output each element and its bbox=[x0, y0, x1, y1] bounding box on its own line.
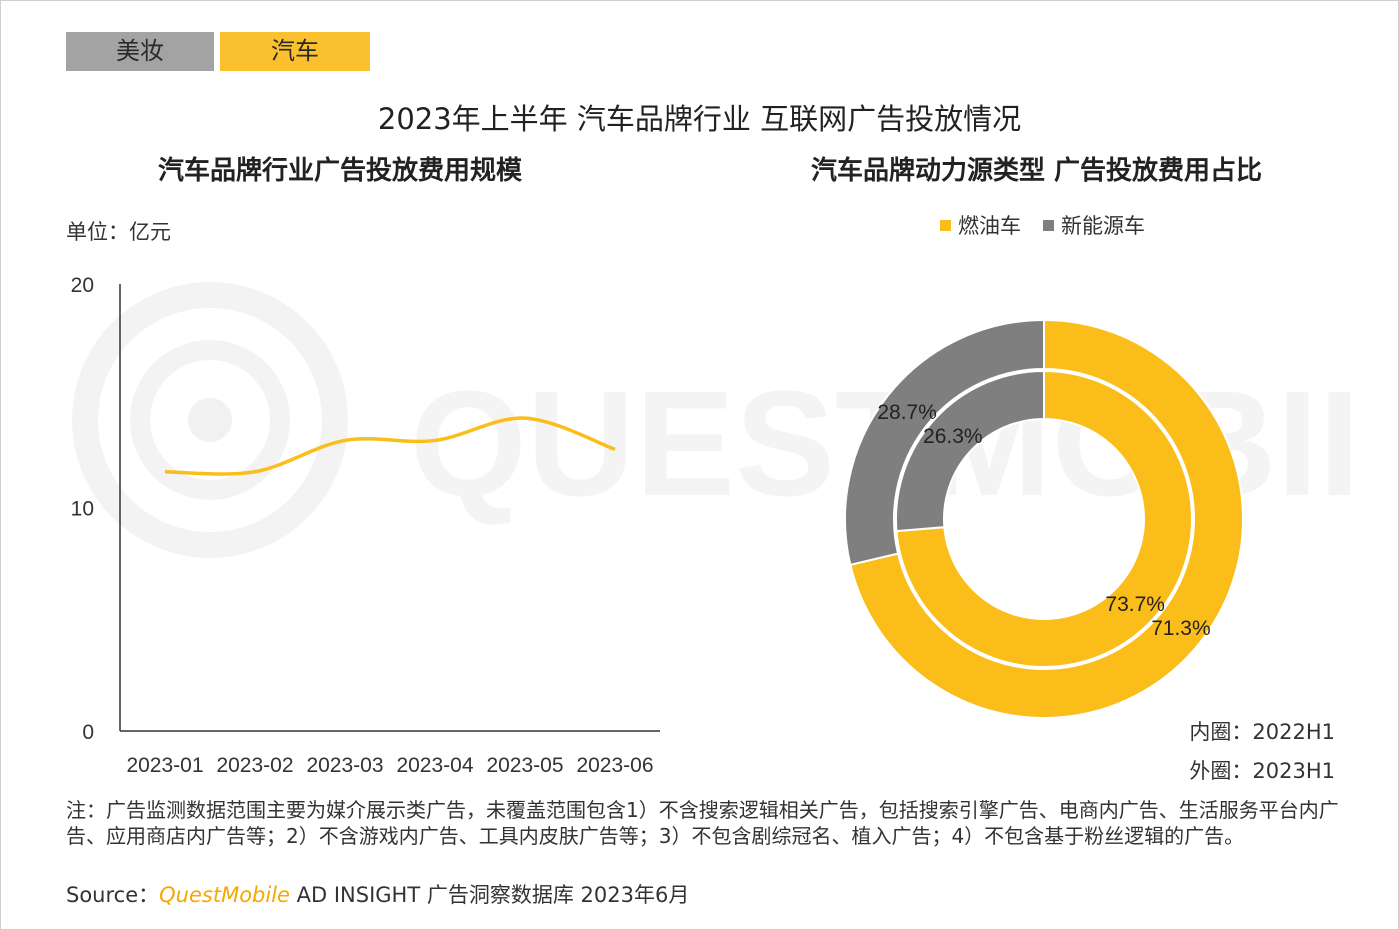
tab-auto[interactable]: 汽车 bbox=[220, 32, 370, 71]
source-line: Source：QuestMobile AD INSIGHT 广告洞察数据库 20… bbox=[66, 879, 689, 909]
y-axis-unit-label: 单位：亿元 bbox=[66, 220, 171, 244]
line-chart-title: 汽车品牌行业广告投放费用规模 bbox=[158, 156, 523, 186]
inner-ring-slice-nev bbox=[895, 369, 1045, 533]
page-title: 2023年上半年 汽车品牌行业 互联网广告投放情况 bbox=[377, 102, 1022, 136]
legend-label-nev: 新能源车 bbox=[1061, 214, 1145, 238]
donut-legend: 燃油车 新能源车 bbox=[940, 210, 1167, 240]
outer-ring-note: 外圈：2023H1 bbox=[1189, 759, 1335, 783]
x-tick-label: 2023-02 bbox=[216, 754, 293, 777]
legend-item-nev: 新能源车 bbox=[1043, 210, 1145, 240]
outer-ring-slice-nev bbox=[844, 318, 1045, 567]
outer-ring-label-nev: 28.7% bbox=[877, 401, 937, 424]
inner-ring-note: 内圈：2022H1 bbox=[1189, 720, 1335, 744]
x-tick-label: 2023-03 bbox=[306, 754, 383, 777]
source-suffix: AD INSIGHT 广告洞察数据库 2023年6月 bbox=[289, 883, 690, 907]
tab-beauty[interactable]: 美妆 bbox=[66, 32, 214, 71]
legend-swatch-fuel bbox=[940, 219, 951, 231]
inner-ring-label-fuel: 73.7% bbox=[1105, 593, 1165, 616]
source-prefix: Source： bbox=[66, 883, 160, 907]
y-tick-label: 10 bbox=[71, 498, 94, 521]
line-chart-axes bbox=[119, 284, 660, 732]
outer-ring-label-fuel: 71.3% bbox=[1151, 617, 1211, 640]
y-tick-label: 0 bbox=[82, 721, 94, 744]
line-chart: 0 10 20 2023-01 2023-02 2023-03 2023-04 2023-05… bbox=[71, 274, 660, 777]
outer-ring-slice-fuel bbox=[849, 318, 1244, 719]
donut-chart-title: 汽车品牌动力源类型 广告投放费用占比 bbox=[811, 156, 1263, 186]
source-brand: QuestMobile bbox=[159, 883, 290, 907]
x-tick-label: 2023-06 bbox=[576, 754, 653, 777]
footnote: 注：广告监测数据范围主要为媒介展示类广告，未覆盖范围包含1）不含搜索逻辑相关广告… bbox=[66, 798, 1339, 848]
legend-item-fuel: 燃油车 bbox=[940, 210, 1021, 240]
x-tick-label: 2023-04 bbox=[396, 754, 473, 777]
legend-swatch-nev bbox=[1043, 219, 1054, 231]
inner-ring-label-nev: 26.3% bbox=[923, 425, 983, 448]
donut-chart: 71.3% 28.7% 73.7% 26.3% bbox=[844, 318, 1244, 719]
x-tick-label: 2023-01 bbox=[126, 754, 203, 777]
inner-ring-slice-fuel bbox=[895, 369, 1193, 668]
series-line bbox=[164, 416, 616, 476]
x-tick-label: 2023-05 bbox=[486, 754, 563, 777]
y-tick-label: 20 bbox=[71, 274, 94, 297]
line-chart-ticks: 0 10 20 2023-01 2023-02 2023-03 2023-04 2023-05… bbox=[71, 274, 654, 777]
legend-label-fuel: 燃油车 bbox=[958, 214, 1021, 238]
